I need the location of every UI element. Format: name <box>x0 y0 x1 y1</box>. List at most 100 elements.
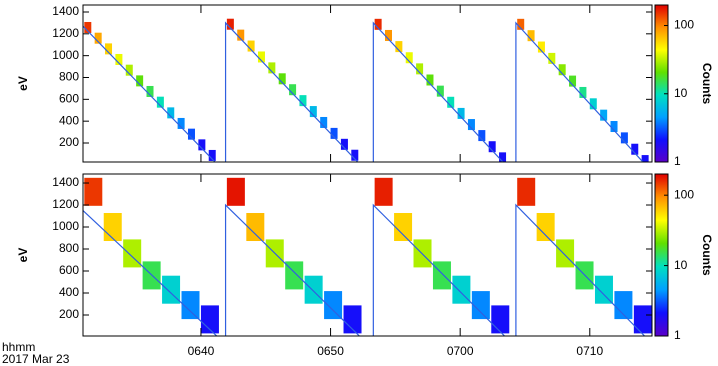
y-axis-label: eV <box>16 248 30 263</box>
y-tick-label: 600 <box>59 263 79 277</box>
y-tick-label: 200 <box>59 135 79 149</box>
cell <box>246 213 265 242</box>
plot-area <box>83 177 652 336</box>
colorbar <box>654 173 669 337</box>
cell <box>527 30 535 42</box>
cell <box>467 119 475 131</box>
cell <box>620 132 628 144</box>
cell <box>395 41 403 53</box>
cell <box>416 63 424 75</box>
cell <box>558 64 566 76</box>
y-tick-label: 400 <box>59 113 79 127</box>
cell <box>384 29 392 41</box>
colorbar-tick-label: 1 <box>674 154 681 168</box>
cell <box>579 86 587 98</box>
x-tick-label: 0650 <box>317 344 344 358</box>
cell <box>537 41 545 53</box>
plot-frame <box>82 4 653 163</box>
colorbar <box>654 4 669 163</box>
cell <box>247 40 255 52</box>
sweep-line <box>83 203 646 336</box>
y-tick-label: 1400 <box>52 175 79 189</box>
cell <box>237 29 245 41</box>
cell <box>488 141 496 153</box>
cell <box>457 107 465 119</box>
cell <box>394 213 413 242</box>
colorbar-tick-label: 100 <box>674 18 694 32</box>
sweep-line <box>83 21 644 162</box>
cell <box>105 43 113 55</box>
cell <box>432 261 451 290</box>
cell <box>447 96 455 108</box>
cell <box>330 127 338 139</box>
cell <box>569 75 577 87</box>
cell <box>257 51 265 63</box>
cell <box>641 155 649 162</box>
cell <box>167 107 175 119</box>
colorbar-tick-label: 1 <box>674 328 681 342</box>
cell <box>631 143 639 155</box>
x-tick-label: 0700 <box>447 344 474 358</box>
cell <box>556 239 575 268</box>
cell <box>436 85 444 97</box>
cell <box>309 106 317 118</box>
cell <box>491 305 510 334</box>
cell <box>200 305 219 334</box>
plot-area <box>83 18 649 162</box>
cell <box>517 177 536 206</box>
colorbar-tick-label: 10 <box>674 86 688 100</box>
cell <box>103 213 122 242</box>
cell <box>517 18 525 30</box>
cell <box>471 291 490 320</box>
date-label: 2017 Mar 23 <box>2 352 70 366</box>
cell <box>136 75 144 87</box>
colorbar-label: Counts <box>700 234 714 276</box>
cell <box>324 291 343 320</box>
cell <box>374 18 382 30</box>
cell <box>299 95 307 107</box>
cell <box>208 149 216 161</box>
cell <box>226 177 245 206</box>
cell <box>320 116 328 128</box>
y-tick-label: 1200 <box>52 197 79 211</box>
y-tick-label: 800 <box>59 241 79 255</box>
cell <box>181 291 200 320</box>
cell <box>405 52 413 64</box>
cell <box>614 291 633 320</box>
cell <box>589 98 597 110</box>
cell <box>84 177 103 206</box>
cell <box>633 305 652 334</box>
cell <box>478 130 486 142</box>
cell <box>177 117 185 129</box>
y-tick-label: 1000 <box>52 219 79 233</box>
cell <box>146 85 154 97</box>
cell <box>187 128 195 140</box>
y-tick-label: 1400 <box>52 4 79 18</box>
y-tick-label: 600 <box>59 92 79 106</box>
x-axis-label: hhmm <box>2 340 35 354</box>
colorbar-tick-label: 10 <box>674 258 688 272</box>
cell <box>226 18 234 30</box>
y-tick-label: 800 <box>59 70 79 84</box>
cell <box>594 275 613 304</box>
cell <box>115 53 123 65</box>
x-tick-label: 0640 <box>188 344 215 358</box>
cell <box>610 121 618 133</box>
cell <box>304 275 323 304</box>
cell <box>278 73 286 85</box>
cell <box>548 52 556 64</box>
cell <box>499 152 507 162</box>
colorbar-label: Counts <box>700 63 714 105</box>
cell <box>600 109 608 121</box>
cell <box>351 149 359 161</box>
cell <box>340 138 348 150</box>
cell <box>198 139 206 151</box>
cell <box>125 64 133 76</box>
y-tick-label: 200 <box>59 307 79 321</box>
cell <box>268 62 276 74</box>
y-tick-label: 1200 <box>52 26 79 40</box>
plot-frame <box>82 173 653 337</box>
cell <box>426 74 434 86</box>
cell <box>156 96 164 108</box>
